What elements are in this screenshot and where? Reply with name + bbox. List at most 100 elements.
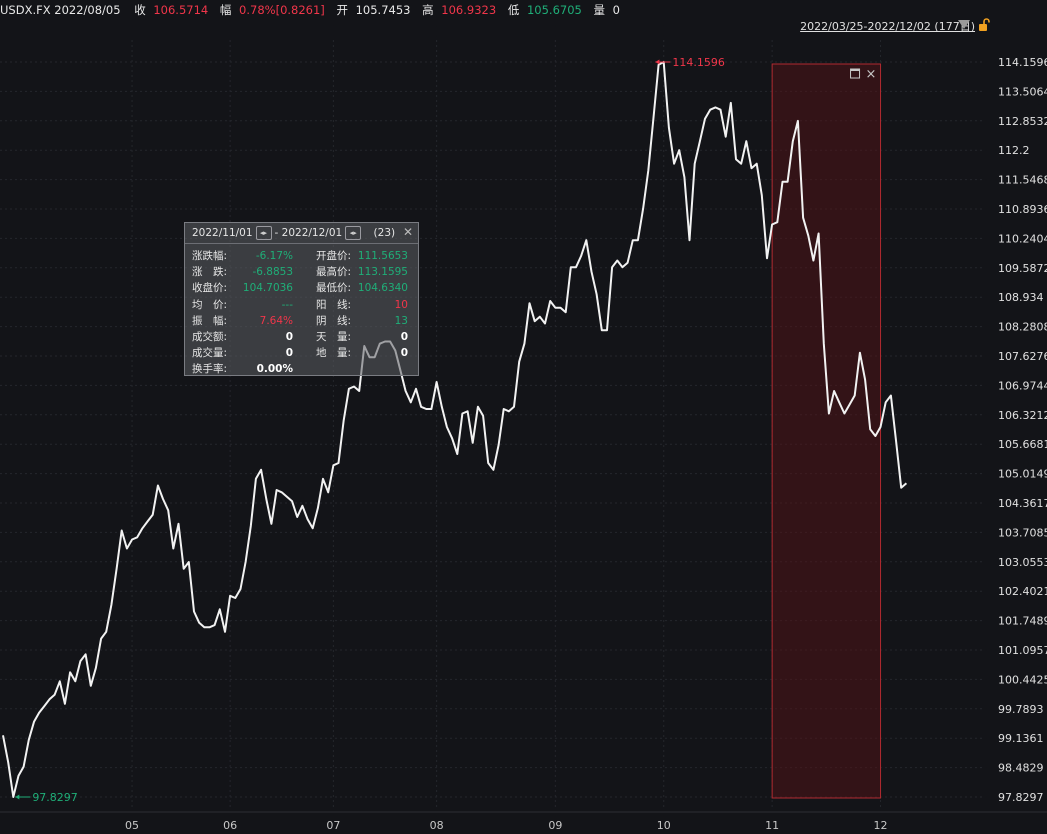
open-value: 105.7453 (355, 3, 411, 17)
stat-value: 13 (394, 314, 408, 327)
tooltip-close-icon[interactable]: ✕ (402, 225, 413, 239)
stat-label: 阳 线: (316, 298, 352, 311)
stat-value: 10 (394, 298, 408, 311)
low-value: 105.6705 (526, 3, 582, 17)
end-nav-arrows-icon[interactable]: ◂▸ (345, 226, 362, 240)
stat-value: 0 (400, 347, 408, 360)
x-tick-label: 05 (125, 819, 139, 832)
y-axis: 114.1596 113.5064 112.8532 112.2 111.5468 110… (998, 56, 1047, 804)
y-tick-label: 106.3212 (998, 409, 1047, 422)
grid (0, 40, 1047, 813)
y-tick-label: 106.9744 (998, 379, 1047, 392)
stat-value: 7.64% (259, 314, 293, 327)
stat-label: 涨跌幅: (192, 250, 228, 262)
stat-label: 天 量: (316, 331, 352, 343)
y-tick-label: 107.6276 (998, 350, 1047, 363)
selection-controls: × (850, 67, 877, 82)
tooltip-row: 收盘价: 104.7036 最低价: 104.6340 (192, 280, 411, 296)
stat-label: 阴 线: (316, 314, 352, 327)
y-tick-label: 112.2 (998, 144, 1030, 157)
volume-label: 量 (593, 3, 606, 17)
stat-label: 开盘价: (316, 250, 352, 262)
tooltip-row: 成交额: 0 天 量: 0 (192, 329, 411, 345)
stat-value: --- (281, 298, 293, 311)
annotation-label: 97.8297 (32, 791, 78, 804)
stat-label: 收盘价: (192, 282, 228, 295)
x-tick-label: 07 (326, 819, 340, 832)
tooltip-row: 涨跌幅: -6.17% 开盘价: 111.5653 (192, 248, 411, 264)
close-value: 106.5714 (153, 3, 209, 17)
y-tick-label: 99.1361 (998, 732, 1044, 745)
y-tick-label: 104.3617 (998, 497, 1047, 510)
stat-value: 111.5653 (357, 250, 408, 262)
tooltip-row: 换手率: 0.00% (192, 361, 411, 377)
tooltip-row: 振 幅: 7.64% 阴 线: 13 (192, 313, 411, 329)
y-tick-label: 103.7085 (998, 526, 1047, 539)
stat-label: 涨 跌: (192, 266, 228, 279)
tooltip-header: 2022/11/01 ◂▸ - 2022/12/01 ◂▸ (23) (185, 223, 418, 244)
high-value: 106.9323 (441, 3, 497, 17)
start-nav-arrows-icon[interactable]: ◂▸ (255, 226, 272, 240)
y-tick-label: 102.4021 (998, 585, 1047, 598)
annotation-label: 114.1596 (672, 56, 725, 69)
stat-value: 0 (285, 331, 293, 343)
tooltip-dash: - (274, 227, 279, 239)
annotation-arrow (15, 794, 20, 800)
y-tick-label: 108.2808 (998, 321, 1047, 334)
close-icon[interactable]: × (866, 67, 877, 82)
dropdown-arrow-icon[interactable] (958, 20, 970, 29)
low-label: 低 (507, 3, 520, 17)
x-tick-label: 10 (657, 819, 671, 832)
annotation-arrow (655, 59, 660, 65)
tooltip-start-date: 2022/11/01 (192, 227, 253, 239)
date-range-selector[interactable]: 2022/03/25-2022/12/02 (177日) (800, 20, 975, 33)
y-tick-label: 111.5468 (998, 174, 1047, 187)
change-label: 幅 (219, 3, 232, 17)
stat-value: 0.00% (256, 363, 293, 376)
x-tick-label: 11 (765, 819, 779, 832)
stat-value: 113.1595 (357, 266, 408, 279)
volume-value: 0 (612, 3, 620, 17)
stat-value: -6.17% (255, 250, 293, 262)
tooltip-row: 均 价: --- 阳 线: 10 (192, 297, 411, 313)
close-label: 收 (134, 3, 146, 17)
stat-value: -6.8853 (252, 266, 293, 279)
y-tick-label: 98.4829 (998, 762, 1044, 775)
stat-value: 104.7036 (242, 282, 293, 295)
series-line (2, 61, 908, 798)
stat-value: 104.6340 (357, 282, 408, 295)
y-tick-label: 114.1596 (998, 56, 1047, 69)
y-tick-label: 99.7893 (998, 703, 1044, 716)
y-tick-label: 112.8532 (998, 115, 1047, 128)
y-tick-label: 100.4425 (998, 673, 1047, 686)
y-tick-label: 105.0149 (998, 468, 1047, 481)
selection-highlight[interactable] (771, 63, 882, 799)
stat-label: 最高价: (316, 266, 352, 279)
stat-label: 换手率: (192, 363, 228, 376)
annotations: 114.1596 97.8297 (15, 56, 725, 804)
x-axis: 05 06 07 08 09 10 11 12 (125, 819, 887, 832)
x-tick-label: 12 (874, 819, 888, 832)
stat-label: 成交量: (192, 347, 228, 360)
y-tick-label: 101.7489 (998, 615, 1047, 628)
y-tick-label: 103.0553 (998, 556, 1047, 569)
tooltip-count: (23) (373, 227, 396, 239)
tooltip-end-date: 2022/12/01 (281, 227, 343, 239)
y-tick-label: 109.5872 (998, 262, 1047, 275)
stat-label: 地 量: (316, 347, 352, 360)
stat-label: 最低价: (316, 282, 352, 295)
tooltip-row: 涨 跌: -6.8853 最高价: 113.1595 (192, 264, 411, 280)
x-tick-label: 06 (223, 819, 237, 832)
quote-header: USDX.FX 2022/08/05 收 106.5714 幅 0.78%[0.… (0, 0, 700, 20)
high-label: 高 (422, 3, 434, 17)
stat-label: 成交额: (192, 331, 228, 343)
y-tick-label: 105.6681 (998, 438, 1047, 451)
tooltip-row: 成交量: 0 地 量: 0 (192, 345, 411, 361)
stat-label: 振 幅: (192, 314, 228, 327)
y-tick-label: 110.8936 (998, 203, 1047, 216)
unlock-icon[interactable] (978, 18, 992, 32)
open-label: 开 (336, 3, 348, 17)
change-value: 0.78%[0.8261] (239, 3, 325, 17)
stat-value: 0 (285, 347, 293, 360)
